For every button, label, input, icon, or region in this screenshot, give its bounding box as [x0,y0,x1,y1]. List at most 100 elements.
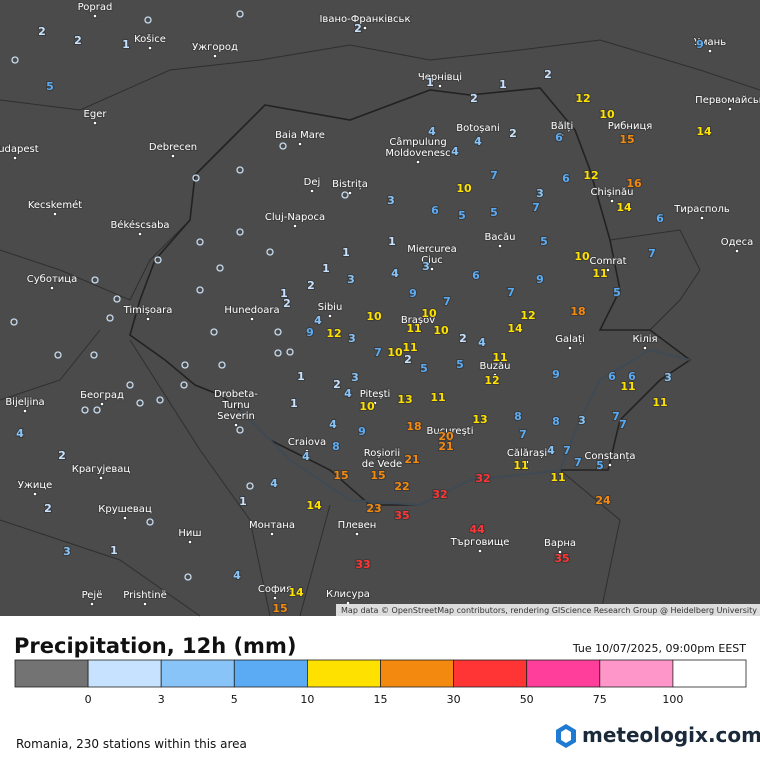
city-label: Умань [694,37,726,48]
city-dot [269,531,275,537]
danube [239,348,691,507]
station-value: 5 [490,206,498,219]
city-dot [98,475,104,481]
station-value: 7 [563,444,571,457]
station-value: 9 [306,326,314,339]
city-dot [642,345,648,351]
station-value: 21 [438,440,453,453]
station-value: 5 [46,80,54,93]
city-label: Kecskemét [28,199,82,211]
station-value: 2 [509,127,517,140]
city-label: Чернівці [418,71,462,83]
station-value: 1 [342,246,350,259]
station-value: 5 [456,358,464,371]
city-dot [524,459,530,465]
city-dot [497,243,503,249]
attribution: Map data © OpenStreetMap contributors, r… [341,606,757,615]
station-value: 3 [351,371,359,384]
station-zero [126,381,134,389]
legend-title: Precipitation, 12h (mm) [14,634,296,658]
city-dot [354,531,360,537]
city-label: Pitești [360,389,391,400]
city-dot [99,401,105,407]
city-label: Ужице [18,480,53,491]
station-zero [10,318,18,326]
station-value: 10 [366,310,382,323]
station-zero [236,10,244,18]
station-zero [286,348,294,356]
station-value: 2 [74,34,82,47]
city-dot [609,198,615,204]
station-value: 6 [555,131,563,144]
station-value: 4 [329,418,337,431]
city-label: Bistrița [332,179,368,190]
station-value: 10 [387,346,403,359]
station-value: 35 [554,552,569,565]
city-label: Монтана [249,520,295,531]
station-value: 3 [536,187,544,200]
city-label: Pejë [82,590,103,601]
city-dot [475,134,481,140]
station-value: 14 [616,201,632,214]
station-value: 7 [374,346,382,359]
city-dot [142,601,148,607]
station-value: 4 [451,145,459,158]
city-dot [372,400,378,406]
station-value: 6 [562,172,570,185]
city-dot [447,437,453,443]
city-label: Câmpulung [389,136,446,148]
city-dot [379,470,385,476]
station-value: 13 [472,413,487,426]
city-label: Первомайськ [695,95,760,106]
station-value: 6 [431,204,439,217]
city-dot [292,223,298,229]
city-label: Bijeljina [5,397,44,408]
station-zero [236,228,244,236]
city-dot [437,83,443,89]
city-label: Суботица [27,274,77,285]
city-label: Bălți [551,121,573,132]
station-zero [181,361,189,369]
legend-box [14,659,89,688]
city-label: Hunedoara [224,305,279,316]
station-zero [246,482,254,490]
station-value: 12 [583,169,598,182]
city-label: Кілія [632,333,657,345]
station-value: 11 [430,391,445,404]
city-label: Galați [555,334,584,345]
station-zero [113,295,121,303]
city-dot [187,539,193,545]
city-label: Roșiorii [364,448,400,459]
city-dot [233,422,239,428]
city-label: Тирасполь [673,204,730,215]
station-value: 2 [544,68,552,81]
station-value: 11 [513,459,528,472]
station-value: 10 [456,182,472,195]
city-dot [272,595,278,601]
station-value: 11 [592,267,607,280]
station-value: 5 [458,209,466,222]
city-dot [627,132,633,138]
station-value: 5 [420,362,428,375]
station-value: 5 [540,235,548,248]
city-label: Constanța [584,451,635,462]
station-value: 2 [44,502,52,515]
station-zero [154,256,162,264]
legend-box [526,659,601,688]
city-label: Buzău [480,361,511,372]
city-label: Варна [544,538,576,549]
station-value: 21 [404,453,419,466]
station-value: 32 [475,472,490,485]
station-zero [106,314,114,322]
station-value: 22 [394,480,409,493]
station-value: 7 [507,286,515,299]
station-value: 9 [409,287,417,300]
city-label: București [427,426,474,437]
station-value: 3 [578,414,586,427]
city-dot [557,549,563,555]
city-label: Košice [134,33,166,45]
station-value: 10 [359,400,375,413]
city-dot [477,548,483,554]
city-dot [22,408,28,414]
